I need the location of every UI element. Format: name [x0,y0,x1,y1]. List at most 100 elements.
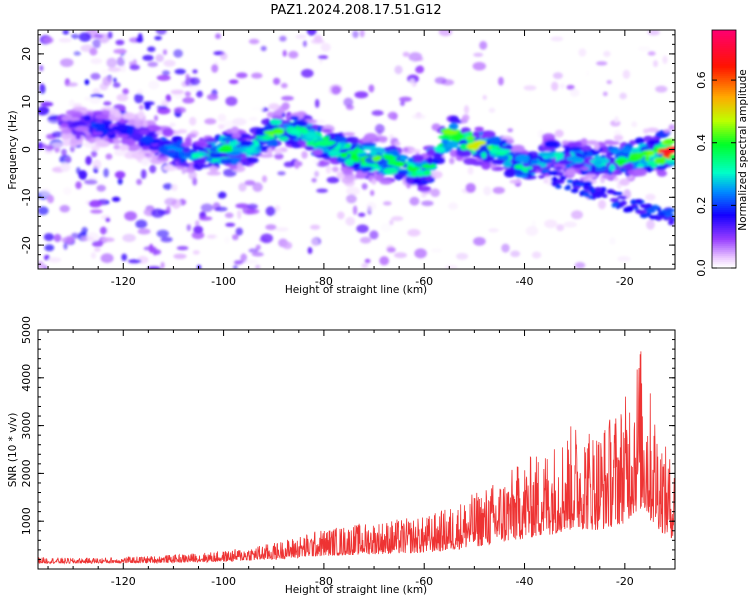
colorbar-step [712,92,736,95]
colorbar: 0.0 0.2 0.4 0.6 Normalized spectral amplitu… [695,29,749,277]
colorbar-step [712,222,736,225]
heatmap-noise-cell [448,202,459,210]
heatmap-noise-cell [473,52,484,57]
colorbar-step [712,130,736,133]
heatmap-signal-cell [282,123,292,128]
heatmap-signal-cell [628,156,639,162]
heatmap-signal-cell [232,147,244,152]
heatmap-signal-cell [67,117,81,121]
heatmap-branch-cell [611,202,616,208]
heatmap-noise-cell [274,205,281,212]
heatmap-noise-cell [147,266,161,269]
colorbar-step [712,132,736,135]
colorbar-step [712,254,736,257]
colorbar-tick-label: 0.2 [695,197,708,215]
heatmap-noise-cell [116,56,125,67]
heatmap-noise-cell [261,175,268,183]
heatmap-signal-cell [83,114,92,122]
heatmap-signal-cell [266,139,279,148]
heatmap-noise-cell [136,89,143,95]
y-tick-label: 10 [20,95,33,109]
heatmap-signal-cell [585,174,597,179]
heatmap-noise-cell [116,93,129,102]
heatmap-ridge-core [140,136,154,143]
colorbar-step [712,228,736,231]
heatmap-noise-cell [88,200,102,208]
colorbar-step [712,210,736,213]
heatmap-signal-cell [94,113,109,120]
heatmap-noise-cell [389,219,394,226]
heatmap-noise-cell [93,33,104,39]
heatmap-signal-cell [229,164,239,170]
heatmap-noise-cell [463,105,470,115]
heatmap-noise-cell [91,150,98,158]
heatmap-signal-cell [374,173,384,182]
colorbar-step [712,70,736,73]
colorbar-step [712,204,736,207]
heatmap-signal-cell [232,118,247,126]
heatmap-signal-cell [643,128,650,134]
x-tick-label: -80 [315,575,333,588]
snr-y-ticks: 1000 2000 3000 4000 5000 [20,316,675,570]
heatmap-noise-cell [544,219,558,229]
heatmap-noise-cell [237,209,242,220]
heatmap-noise-cell [374,123,385,134]
heatmap-noise-cell [184,91,191,97]
heatmap-noise-cell [501,243,510,253]
heatmap-signal-cell [248,116,258,122]
colorbar-step [712,208,736,211]
heatmap-branch-cell [583,186,592,190]
heatmap-noise-cell [38,106,50,116]
heatmap-noise-cell [137,228,151,235]
heatmap-noise-cell [127,259,142,264]
heatmap-branch-cell [668,216,673,221]
heatmap-noise-cell [135,219,148,229]
heatmap-noise-cell [314,119,326,124]
heatmap-signal-cell [318,160,326,165]
heatmap-noise-cell [63,187,72,195]
heatmap-signal-cell [449,115,460,124]
heatmap-noise-cell [122,88,129,95]
heatmap-signal-cell [580,138,588,145]
heatmap-signal-cell [446,140,458,148]
y-tick-label: 1000 [20,507,33,535]
heatmap-noise-cell [368,84,375,93]
heatmap-signal-cell [597,146,611,154]
colorbar-step [712,236,736,239]
heatmap-noise-cell [467,166,474,175]
heatmap-noise-cell [66,82,78,87]
heatmap-signal-cell [142,119,148,127]
heatmap-noise-cell [124,211,137,221]
colorbar-step [712,104,736,107]
heatmap-signal-cell [636,164,645,168]
colorbar-step [712,246,736,249]
heatmap-signal-cell [92,131,103,136]
heatmap-signal-cell [197,164,211,169]
heatmap-signal-cell [504,169,516,178]
heatmap-noise-cell [298,161,303,167]
heatmap-noise-cell [105,153,113,160]
heatmap-signal-cell [530,159,539,164]
heatmap-noise-cell [89,47,98,56]
colorbar-step [712,216,736,219]
colorbar-step [712,110,736,113]
heatmap-noise-cell [44,244,55,252]
heatmap-noise-cell [217,191,227,199]
heatmap-signal-cell [654,144,670,149]
heatmap-signal-cell [590,164,596,173]
heatmap-noise-cell [566,84,575,90]
colorbar-step [712,34,736,37]
colorbar-step [712,150,736,153]
heatmap-noise-cell [47,257,62,263]
heatmap-noise-cell [112,82,121,88]
heatmap-noise-cell [217,113,227,122]
heatmap-signal-cell [122,112,136,120]
heatmap-signal-cell [137,150,152,155]
heatmap-signal-cell [344,158,355,167]
heatmap-noise-cell [617,256,631,262]
heatmap-noise-cell [317,55,329,60]
heatmap-signal-cell [609,163,616,172]
heatmap-noise-cell [162,70,170,76]
heatmap-ridge-core [245,147,254,153]
